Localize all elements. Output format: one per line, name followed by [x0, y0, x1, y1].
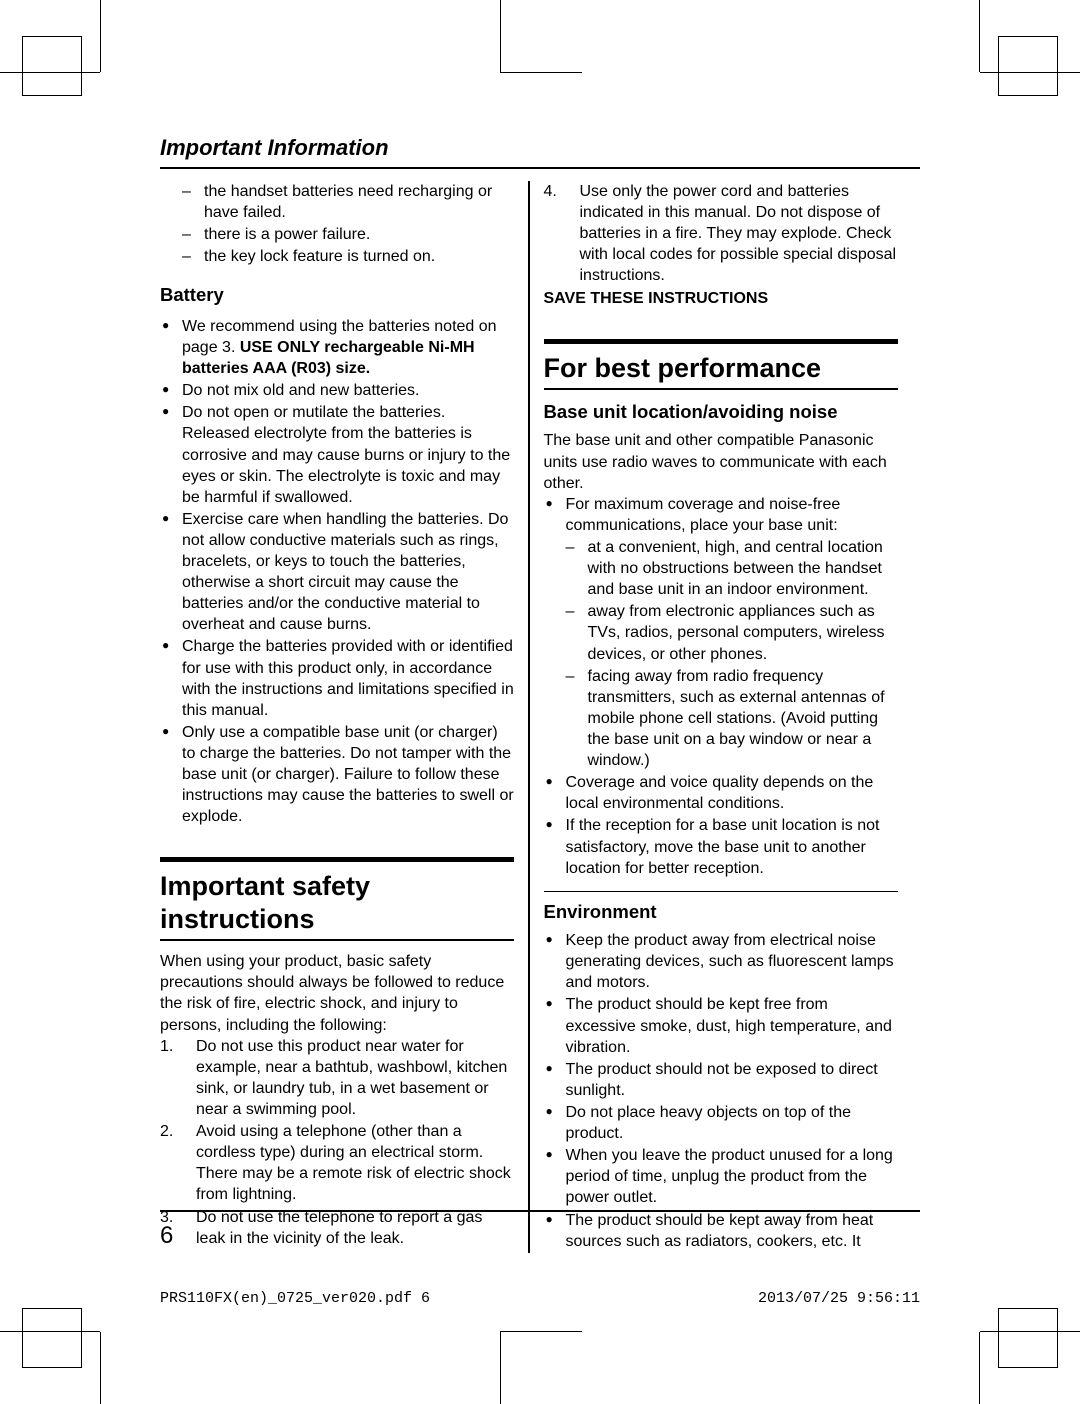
footer-timestamp: 2013/07/25 9:56:11: [758, 1290, 920, 1307]
list-number: 4.: [544, 181, 557, 202]
page-number: 6: [160, 1222, 173, 1250]
list-item: Do not place heavy objects on top of the…: [566, 1102, 898, 1144]
base-bullet-list-2: Coverage and voice quality depends on th…: [544, 772, 898, 879]
list-item: Exercise care when handling the batterie…: [182, 509, 514, 636]
list-item: 1.Do not use this product near water for…: [196, 1036, 514, 1120]
numbered-list-cont: 4. Use only the power cord and batteries …: [544, 181, 898, 287]
list-item: at a convenient, high, and central locat…: [588, 537, 898, 600]
list-text: Avoid using a telephone (other than a co…: [196, 1123, 511, 1203]
two-column-layout: the handset batteries need recharging or…: [160, 181, 920, 1253]
save-instructions: SAVE THESE INSTRUCTIONS: [544, 288, 898, 309]
list-item: facing away from radio frequency transmi…: [588, 666, 898, 772]
footer-info: PRS110FX(en)_0725_ver020.pdf 6 2013/07/2…: [160, 1290, 920, 1307]
list-item: We recommend using the batteries noted o…: [182, 316, 514, 379]
list-item: Keep the product away from electrical no…: [566, 930, 898, 993]
list-item: The product should not be exposed to dir…: [566, 1059, 898, 1101]
page-header-title: Important Information: [160, 135, 920, 161]
base-intro: The base unit and other compatible Panas…: [544, 430, 898, 493]
safety-heading: Important safety instructions: [160, 870, 514, 935]
crop-mark: [500, 1331, 582, 1332]
crop-mark: [979, 0, 980, 72]
battery-heading: Battery: [160, 283, 514, 307]
list-item: 3.Do not use the telephone to report a g…: [196, 1207, 514, 1249]
header-rule: [160, 167, 920, 169]
base-sub-dash-list: at a convenient, high, and central locat…: [544, 537, 898, 771]
list-item: there is a power failure.: [204, 224, 514, 245]
section-bar: [544, 339, 898, 344]
crop-register-box: [22, 36, 82, 96]
footer-rule: [160, 1210, 920, 1212]
footer-filename: PRS110FX(en)_0725_ver020.pdf 6: [160, 1290, 430, 1307]
safety-numbered-list: 1. Do not use this product near water for…: [160, 1036, 514, 1249]
base-unit-heading: Base unit location/avoiding noise: [544, 400, 898, 424]
section-bar-thin: [544, 388, 898, 390]
list-item: Only use a compatible base unit (or char…: [182, 722, 514, 828]
list-item: away from electronic appliances such as …: [588, 601, 898, 664]
crop-register-box: [998, 1308, 1058, 1368]
list-item: If the reception for a base unit locatio…: [566, 815, 898, 878]
list-item: 2.Avoid using a telephone (other than a …: [196, 1121, 514, 1205]
page-content: Important Information the handset batter…: [160, 135, 920, 1253]
base-bullet-list: For maximum coverage and noise-free comm…: [544, 494, 898, 536]
crop-mark: [500, 0, 501, 72]
list-item: Coverage and voice quality depends on th…: [566, 772, 898, 814]
list-item: the handset batteries need recharging or…: [204, 181, 514, 223]
list-item: Do not mix old and new batteries.: [182, 380, 514, 401]
section-bar: [160, 857, 514, 862]
list-item: Charge the batteries provided with or id…: [182, 636, 514, 720]
crop-register-box: [998, 36, 1058, 96]
list-number: 2.: [160, 1121, 173, 1142]
environment-heading: Environment: [544, 900, 898, 924]
safety-intro: When using your product, basic safety pr…: [160, 951, 514, 1035]
list-item: 4.Use only the power cord and batteries …: [580, 181, 898, 287]
list-number: 1.: [160, 1036, 173, 1057]
right-column: 4. Use only the power cord and batteries …: [530, 181, 898, 1253]
crop-mark: [500, 72, 582, 73]
crop-register-box: [22, 1308, 82, 1368]
crop-mark: [100, 1332, 101, 1404]
list-item: For maximum coverage and noise-free comm…: [566, 494, 898, 536]
environment-bullet-list: Keep the product away from electrical no…: [544, 930, 898, 1252]
performance-heading: For best performance: [544, 352, 898, 384]
list-item: The product should be kept free from exc…: [566, 994, 898, 1057]
section-bar-thin: [160, 939, 514, 941]
crop-mark: [500, 1332, 501, 1404]
list-text: Use only the power cord and batteries in…: [580, 183, 897, 284]
list-text: Do not use the telephone to report a gas…: [196, 1209, 482, 1247]
crop-mark: [979, 1332, 980, 1404]
list-item: When you leave the product unused for a …: [566, 1145, 898, 1208]
thin-rule: [544, 891, 898, 892]
list-item: Do not open or mutilate the batteries. R…: [182, 402, 514, 508]
crop-mark: [100, 0, 101, 72]
battery-bullet-list: We recommend using the batteries noted o…: [160, 316, 514, 828]
list-text: Do not use this product near water for e…: [196, 1038, 507, 1118]
list-item: the key lock feature is turned on.: [204, 246, 514, 267]
left-column: the handset batteries need recharging or…: [160, 181, 528, 1253]
intro-dash-list: the handset batteries need recharging or…: [160, 181, 514, 267]
list-item: The product should be kept away from hea…: [566, 1210, 898, 1252]
